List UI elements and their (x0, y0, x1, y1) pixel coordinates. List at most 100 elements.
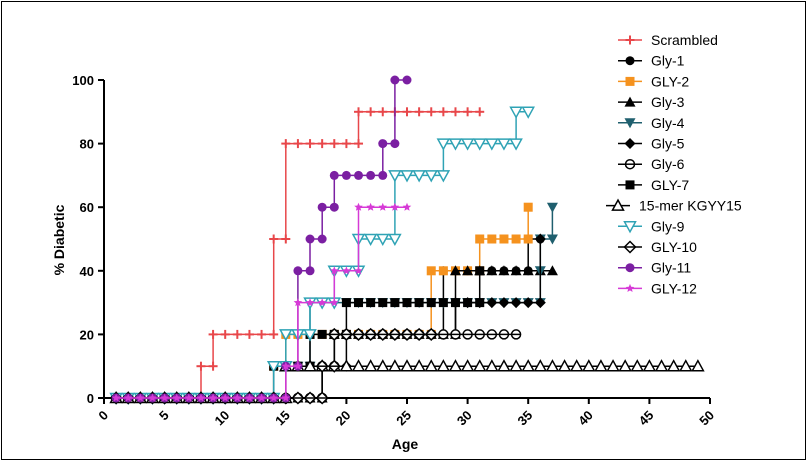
data-point (414, 107, 424, 117)
data-point (388, 327, 402, 341)
data-point (317, 202, 327, 212)
data-point (497, 359, 511, 372)
data-point (426, 298, 436, 308)
data-point (510, 297, 522, 309)
y-axis-label: % Diabetic (51, 204, 67, 275)
data-point (424, 327, 438, 341)
data-point (388, 233, 402, 247)
data-point (257, 329, 267, 339)
data-point (281, 234, 291, 244)
data-point (499, 234, 509, 244)
data-point (414, 298, 424, 308)
data-point (317, 139, 327, 149)
data-point (509, 106, 523, 119)
data-point (450, 298, 460, 308)
data-point (293, 266, 303, 276)
x-tick-label: 45 (636, 408, 657, 429)
data-point (305, 266, 315, 276)
legend-label: Gly-1 (651, 53, 685, 69)
data-point (341, 170, 351, 180)
data-point (354, 202, 363, 211)
data-point (569, 359, 584, 372)
data-point (450, 107, 460, 117)
data-point (327, 359, 341, 373)
data-point (611, 198, 625, 211)
data-point (303, 359, 317, 372)
x-tick-label: 50 (696, 408, 717, 429)
data-point (279, 329, 293, 342)
legend-label: Scrambled (651, 32, 718, 48)
data-point (303, 391, 317, 405)
data-point (281, 139, 291, 149)
data-point (341, 298, 351, 308)
data-point (546, 265, 558, 276)
x-tick-label: 25 (393, 408, 414, 429)
data-point (487, 234, 497, 244)
legend: Scrambled Gly-1 GLY-2 Gly-3 Gly-4 Gly-5 Gly-6 G… (606, 32, 742, 296)
data-point (624, 158, 636, 170)
series-line (116, 238, 541, 399)
data-point (438, 107, 448, 117)
data-point (485, 359, 499, 372)
data-point (625, 263, 635, 273)
data-point (378, 202, 387, 211)
data-point (400, 359, 414, 372)
series-line (116, 239, 542, 399)
data-point (642, 359, 657, 372)
data-point (475, 107, 485, 117)
data-point (124, 393, 133, 402)
data-point (533, 359, 548, 372)
data-point (281, 361, 291, 370)
data-point (522, 297, 534, 309)
data-point (220, 393, 230, 402)
data-point (462, 329, 473, 340)
legend-item: 15-mer KGYY15 (606, 198, 742, 214)
data-point (329, 202, 339, 212)
data-point (546, 234, 558, 245)
data-point (534, 297, 546, 309)
data-point (475, 266, 485, 276)
data-point (424, 359, 439, 372)
data-point (269, 329, 279, 339)
data-point (281, 393, 291, 402)
data-point (341, 139, 351, 149)
legend-label: GLY-2 (651, 73, 689, 89)
data-point (402, 202, 412, 211)
data-point (678, 359, 693, 372)
data-point (509, 359, 523, 372)
legend-item: GLY-7 (618, 177, 689, 193)
data-point (376, 327, 390, 341)
data-point (136, 393, 145, 402)
data-point (412, 327, 426, 341)
data-point (486, 329, 498, 340)
legend-label: GLY-7 (651, 177, 689, 193)
legend-label: GLY-12 (651, 280, 697, 296)
x-tick-label: 10 (211, 408, 232, 429)
data-point (375, 233, 390, 247)
data-point (390, 202, 400, 211)
data-point (426, 107, 436, 117)
series-line (116, 111, 529, 399)
data-point (329, 170, 339, 180)
data-point (317, 234, 327, 244)
legend-item: GLY-12 (618, 280, 697, 296)
data-point (257, 393, 266, 402)
data-point (412, 170, 426, 183)
data-point (691, 359, 705, 372)
data-point (388, 359, 402, 372)
data-point (329, 139, 339, 149)
data-point (317, 329, 327, 339)
series-gly-12 (111, 202, 412, 402)
y-tick-label: 40 (80, 264, 94, 279)
data-point (498, 265, 510, 276)
data-point (366, 202, 375, 211)
data-point (305, 139, 315, 149)
data-point (354, 298, 364, 308)
data-point (498, 329, 510, 340)
data-point (498, 297, 510, 309)
data-point (315, 391, 329, 405)
data-point (354, 266, 363, 275)
data-point (462, 265, 474, 276)
data-point (378, 298, 388, 308)
